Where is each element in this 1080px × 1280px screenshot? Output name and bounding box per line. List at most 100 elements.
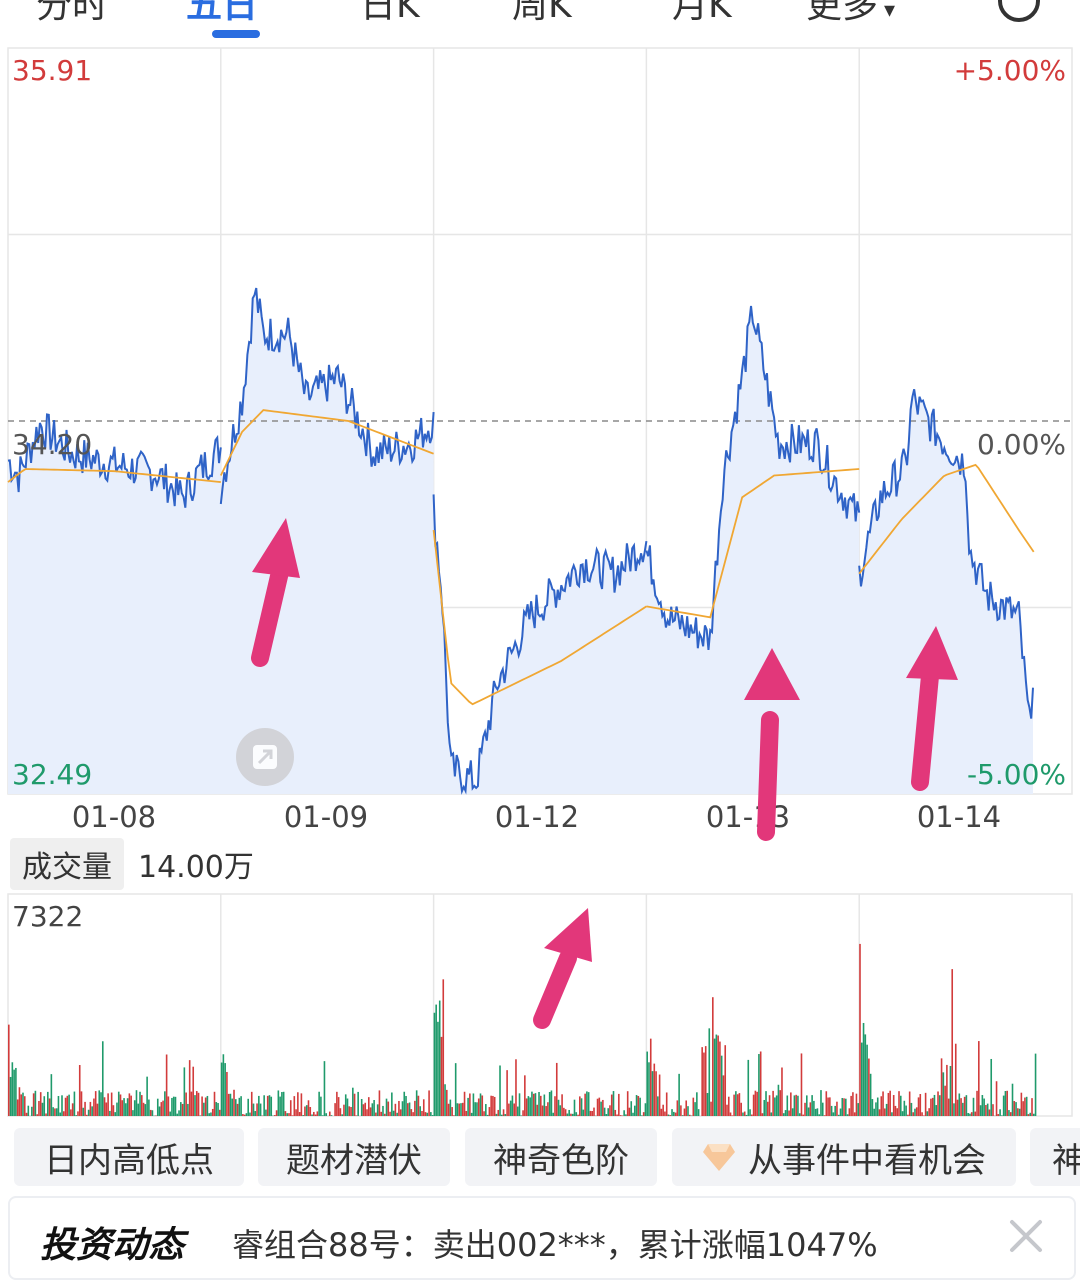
volume-bar [109, 1110, 111, 1116]
volume-bar [286, 1113, 289, 1116]
volume-bar [550, 1090, 553, 1116]
volume-bar [36, 1114, 38, 1116]
price-line [219, 287, 435, 505]
news-text[interactable]: 睿组合88号：卖出002***，累计涨幅1047% [232, 1226, 878, 1264]
volume-bar [768, 1095, 771, 1116]
volume-bar [449, 1099, 452, 1116]
volume-bar [34, 1090, 37, 1116]
volume-bar [743, 1111, 746, 1116]
volume-bar [295, 1109, 297, 1116]
volume-bar [820, 1090, 822, 1116]
volume-bar [986, 1103, 989, 1116]
volume-bar [516, 1106, 519, 1116]
volume-chart[interactable] [0, 892, 1080, 1118]
volume-bar [167, 1096, 170, 1116]
volume-bar [837, 1114, 840, 1116]
volume-bar [703, 1052, 705, 1116]
volume-bar [1001, 1115, 1003, 1116]
volume-bar [339, 1108, 342, 1116]
volume-bar [1029, 1112, 1032, 1116]
volume-bar [852, 1092, 854, 1116]
tab-monthly-k[interactable]: 月K [672, 0, 732, 26]
tab-more-label: 更多 [806, 0, 879, 26]
volume-bar [731, 1115, 734, 1116]
volume-bar [149, 1109, 152, 1116]
volume-bar [314, 1114, 317, 1116]
investment-news-bar[interactable]: 投资动态 睿组合88号：卖出002***，累计涨幅1047% [8, 1196, 1076, 1280]
volume-bar [376, 1104, 379, 1116]
active-tab-indicator [212, 30, 260, 38]
volume-bar [451, 1107, 453, 1116]
volume-bar [940, 1058, 943, 1116]
volume-bar [829, 1097, 831, 1116]
volume-bar [688, 1114, 691, 1116]
volume-bar [612, 1091, 615, 1116]
chip-intraday-high-low[interactable]: 日内高低点 [14, 1128, 244, 1186]
date-label: 01-14 [916, 800, 1002, 834]
volume-bar [983, 1098, 985, 1116]
gear-icon[interactable] [998, 0, 1040, 22]
volume-bar [850, 1095, 852, 1116]
volume-bar [967, 1113, 969, 1116]
volume-bar [894, 1105, 897, 1116]
volume-bar [830, 1105, 833, 1116]
volume-bar [586, 1091, 588, 1116]
volume-bar [557, 1099, 560, 1116]
volume-bar [655, 1071, 657, 1116]
volume-bar [194, 1095, 196, 1116]
volume-bar [882, 1091, 884, 1116]
volume-bar [360, 1098, 363, 1116]
volume-bar [158, 1106, 161, 1116]
volume-bar [144, 1104, 147, 1116]
volume-bar [437, 1021, 439, 1116]
chip-more[interactable]: 神 [1030, 1128, 1080, 1186]
volume-bar [197, 1092, 200, 1116]
volume-bar [972, 1097, 975, 1116]
volume-bar [337, 1097, 340, 1116]
volume-bar [20, 1094, 23, 1116]
volume-bar [790, 1092, 792, 1116]
chip-event-opportunity[interactable]: 从事件中看机会 [672, 1128, 1016, 1186]
expand-chart-button[interactable] [236, 728, 294, 786]
volume-bar [749, 1109, 751, 1116]
close-icon[interactable] [1004, 1214, 1048, 1258]
volume-bar [809, 1102, 812, 1116]
volume-bar [357, 1091, 359, 1116]
tab-five-day[interactable]: 五日 [186, 0, 259, 26]
price-series [7, 287, 1034, 795]
tab-intraday[interactable]: 分时 [36, 0, 109, 26]
tab-daily-k[interactable]: 日K [360, 0, 420, 26]
volume-bar [414, 1100, 416, 1116]
volume-bar [609, 1105, 611, 1116]
volume-bar [107, 1093, 109, 1116]
volume-bar [25, 1112, 28, 1116]
volume-bar [444, 1084, 446, 1116]
volume-bar [573, 1099, 576, 1116]
volume-bar [499, 1065, 501, 1116]
volume-bar [726, 1104, 728, 1116]
volume-bar [321, 1115, 324, 1116]
volume-bar [240, 1096, 242, 1116]
chip-magic-color-scale[interactable]: 神奇色阶 [465, 1128, 657, 1186]
price-chart[interactable] [0, 44, 1080, 796]
volume-bar [518, 1093, 521, 1116]
chip-theme-ambush[interactable]: 题材潜伏 [258, 1128, 450, 1186]
volume-bar [165, 1054, 168, 1116]
volume-bar [866, 1044, 868, 1116]
volume-bar [1018, 1108, 1021, 1116]
volume-bar [559, 1105, 562, 1116]
volume-bar [885, 1103, 888, 1116]
tab-weekly-k[interactable]: 周K [512, 0, 572, 26]
volume-tag[interactable]: 成交量 [10, 838, 124, 890]
volume-bar [905, 1105, 907, 1116]
volume-bar [639, 1097, 641, 1116]
volume-bar [855, 1093, 858, 1116]
volume-bar [821, 1102, 824, 1116]
volume-bar [600, 1101, 602, 1116]
volume-bar [8, 1024, 10, 1116]
caret-down-icon: ▾ [884, 0, 896, 23]
tab-more[interactable]: 更多 ▾ [806, 0, 895, 28]
volume-bar [486, 1114, 489, 1116]
volume-bar [465, 1110, 468, 1116]
volume-bar [54, 1108, 56, 1116]
